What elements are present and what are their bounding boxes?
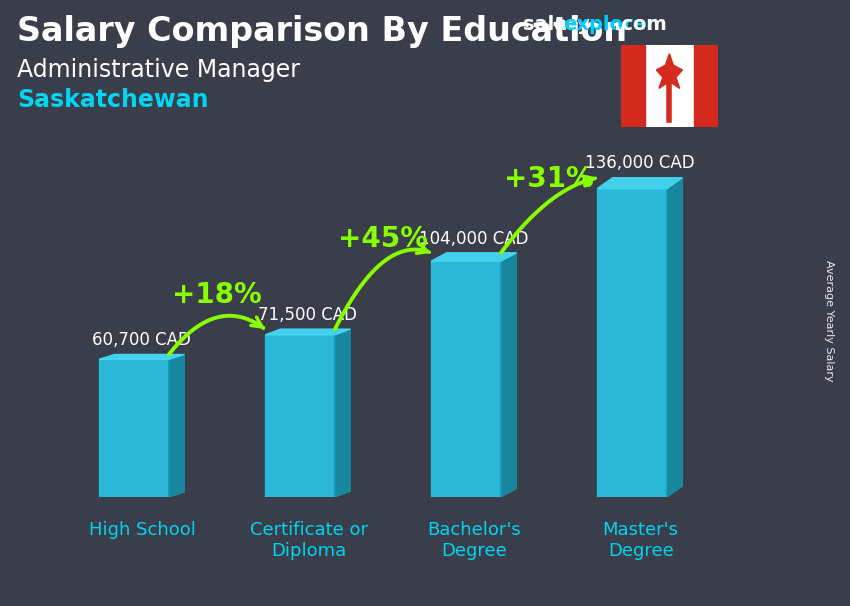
Text: explorer: explorer xyxy=(564,15,656,34)
Polygon shape xyxy=(598,188,667,497)
Polygon shape xyxy=(99,355,184,359)
Text: salary: salary xyxy=(523,15,590,34)
Text: 104,000 CAD: 104,000 CAD xyxy=(419,230,529,248)
Polygon shape xyxy=(99,359,169,497)
Polygon shape xyxy=(169,355,184,497)
Polygon shape xyxy=(265,329,350,335)
Text: Average Yearly Salary: Average Yearly Salary xyxy=(824,261,834,382)
Text: High School: High School xyxy=(89,521,196,539)
Text: +45%: +45% xyxy=(338,225,428,253)
Text: Bachelor's
Degree: Bachelor's Degree xyxy=(428,521,522,560)
Text: Salary Comparison By Education: Salary Comparison By Education xyxy=(17,15,627,48)
Bar xyxy=(620,45,645,127)
Polygon shape xyxy=(656,53,683,88)
Text: 71,500 CAD: 71,500 CAD xyxy=(258,306,357,324)
Text: Master's
Degree: Master's Degree xyxy=(603,521,678,560)
Polygon shape xyxy=(667,178,683,497)
Text: +31%: +31% xyxy=(504,165,594,193)
Text: +18%: +18% xyxy=(173,281,262,308)
Polygon shape xyxy=(335,329,350,497)
Text: 136,000 CAD: 136,000 CAD xyxy=(585,155,694,173)
Polygon shape xyxy=(431,253,516,261)
Text: Saskatchewan: Saskatchewan xyxy=(17,88,208,112)
Polygon shape xyxy=(501,253,516,497)
Bar xyxy=(694,45,718,127)
Polygon shape xyxy=(598,178,683,188)
Polygon shape xyxy=(431,261,501,497)
Text: .com: .com xyxy=(614,15,666,34)
Polygon shape xyxy=(265,335,335,497)
Text: 60,700 CAD: 60,700 CAD xyxy=(93,331,191,349)
Text: Administrative Manager: Administrative Manager xyxy=(17,58,300,82)
Text: Certificate or
Diploma: Certificate or Diploma xyxy=(250,521,367,560)
